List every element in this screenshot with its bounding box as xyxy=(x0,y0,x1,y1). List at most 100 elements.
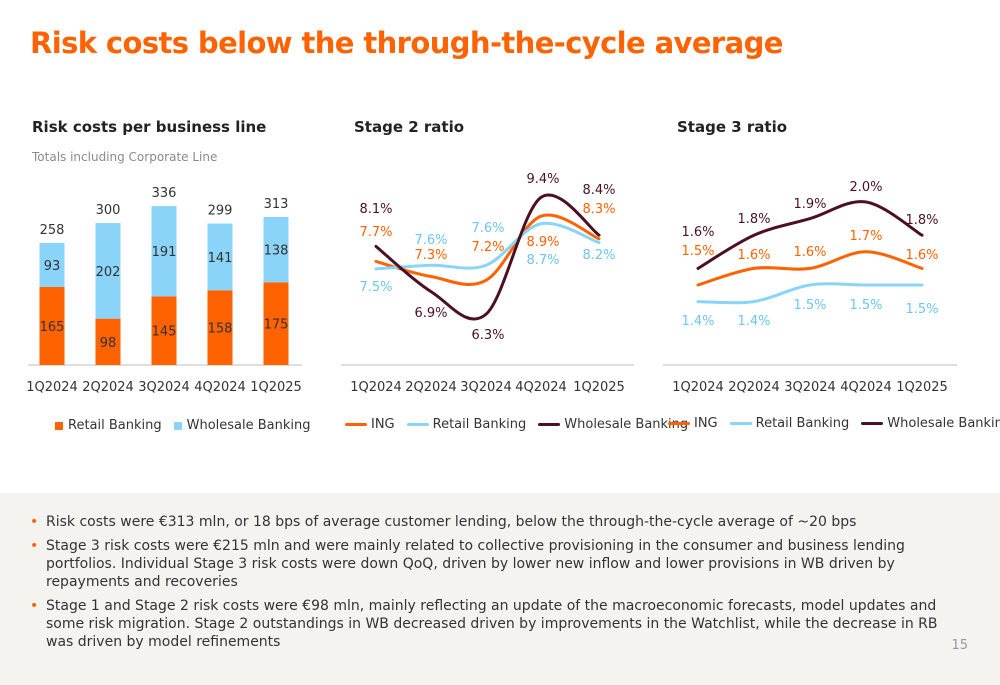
bar-label-wholesale: 202 xyxy=(96,265,121,280)
legend-wholesale-swatch xyxy=(173,421,182,430)
bar-label-retail: 175 xyxy=(264,318,289,333)
x-tick-label: 2Q2024 xyxy=(82,380,134,395)
bar-total-label: 336 xyxy=(152,186,177,201)
x-tick-label: 1Q2024 xyxy=(26,380,78,395)
bar-label-wholesale: 93 xyxy=(44,259,61,274)
x-tick-label: 1Q2024 xyxy=(350,380,402,395)
data-label: 8.2% xyxy=(582,248,615,263)
summary-bullet: Risk costs were €313 mln, or 18 bps of a… xyxy=(30,513,950,531)
bar-label-wholesale: 191 xyxy=(152,245,177,260)
stage2-legend-retail-label: Retail Banking xyxy=(432,417,527,432)
bar-label-retail: 145 xyxy=(152,325,177,340)
data-label: 1.6% xyxy=(737,248,770,263)
legend-retail-banking: Retail Banking xyxy=(55,418,162,433)
data-label: 2.0% xyxy=(849,180,882,195)
stage3-ratio-chart: 1.5% 1.6% 1.6% 1.7% 1.6% 1.4% 1.4% 1.5% 1.5% 1.5%… xyxy=(663,180,957,395)
stage2-ratio-chart: 7.7% 7.3% 7.2% 8.9% 8.3% 7.5% 7.6% 7.6% 8.7% 8.2%… xyxy=(341,172,634,395)
summary-bullet: Stage 3 risk costs were €215 mln and wer… xyxy=(30,537,950,591)
data-label: 1.5% xyxy=(905,302,938,317)
x-tick-label: 2Q2024 xyxy=(405,380,457,395)
stage2-legend-retail: Retail Banking xyxy=(406,417,527,432)
x-tick-label: 4Q2024 xyxy=(515,380,567,395)
bar-total-label: 258 xyxy=(40,223,65,238)
bar-wholesale-banking xyxy=(95,223,121,319)
data-label: 1.7% xyxy=(849,229,882,244)
page-number: 15 xyxy=(951,638,968,653)
stage2-legend-ing: ING xyxy=(345,417,395,432)
legend-wholesale-label: Wholesale Banking xyxy=(186,418,311,433)
data-label: 8.3% xyxy=(582,202,615,217)
bar-retail-banking xyxy=(263,282,289,365)
data-label: 1.6% xyxy=(681,225,714,240)
bar-chart-subtitle: Totals including Corporate Line xyxy=(32,150,218,164)
stage2-chart-title: Stage 2 ratio xyxy=(354,118,465,136)
data-label: 7.3% xyxy=(414,248,447,263)
bar-total-label: 299 xyxy=(208,204,233,219)
data-label: 1.4% xyxy=(737,314,770,329)
stage3-legend-wholesale-label: Wholesale Banking xyxy=(887,416,1000,431)
data-label: 9.4% xyxy=(526,172,559,187)
stage2-legend-ing-line xyxy=(345,423,367,426)
stage3-legend-ing-label: ING xyxy=(694,416,718,431)
bar-total-label: 313 xyxy=(264,197,289,212)
data-label: 7.5% xyxy=(359,280,392,295)
x-tick-label: 1Q2025 xyxy=(896,380,948,395)
stage2-legend: ING Retail Banking Wholesale Banking xyxy=(345,417,700,432)
data-label: 8.1% xyxy=(359,202,392,217)
x-tick-label: 4Q2024 xyxy=(194,380,246,395)
summary-panel: Risk costs were €313 mln, or 18 bps of a… xyxy=(0,493,1000,685)
bar-retail-banking xyxy=(95,318,121,365)
bar-retail-banking xyxy=(151,296,177,365)
bar-label-wholesale: 138 xyxy=(264,244,289,259)
series-line xyxy=(696,282,924,305)
data-label: 1.5% xyxy=(849,298,882,313)
legend-wholesale-banking: Wholesale Banking xyxy=(173,418,311,433)
data-label: 8.4% xyxy=(582,183,615,198)
stage2-legend-wholesale-line xyxy=(538,423,561,426)
summary-list: Risk costs were €313 mln, or 18 bps of a… xyxy=(30,513,950,657)
data-label: 8.7% xyxy=(526,253,559,268)
series-line xyxy=(696,250,924,287)
series-line xyxy=(374,213,601,286)
bar-wholesale-banking xyxy=(39,242,65,287)
stage3-legend-retail: Retail Banking xyxy=(729,416,850,431)
series-line xyxy=(374,193,601,321)
bar-label-retail: 158 xyxy=(208,322,233,337)
bar-retail-banking xyxy=(207,290,233,365)
stage3-legend-retail-label: Retail Banking xyxy=(755,416,850,431)
stage2-legend-ing-label: ING xyxy=(371,417,395,432)
series-line xyxy=(374,221,601,271)
stage3-legend-retail-line xyxy=(729,422,752,425)
data-label: 1.6% xyxy=(793,245,826,260)
risk-costs-bar-chart: 165 93 258 1Q2024 98 202 300 2Q2024 145 191 336 3Q2… xyxy=(26,186,302,395)
bar-label-retail: 98 xyxy=(100,336,117,351)
data-label: 1.9% xyxy=(793,197,826,212)
data-label: 6.3% xyxy=(471,328,504,343)
stage3-legend-wholesale-line xyxy=(861,422,884,425)
series-line xyxy=(696,200,924,270)
page-title: Risk costs below the through-the-cycle a… xyxy=(30,26,783,60)
stage3-legend-ing-line xyxy=(668,422,690,425)
data-label: 1.5% xyxy=(681,244,714,259)
stage3-chart-title: Stage 3 ratio xyxy=(677,118,788,136)
stage2-legend-wholesale: Wholesale Banking xyxy=(538,417,688,432)
stage2-legend-wholesale-label: Wholesale Banking xyxy=(564,417,689,432)
x-tick-label: 1Q2025 xyxy=(250,380,302,395)
data-label: 1.8% xyxy=(905,213,938,228)
x-tick-label: 3Q2024 xyxy=(784,380,836,395)
x-tick-label: 1Q2025 xyxy=(573,380,625,395)
bar-chart-legend: Retail Banking Wholesale Banking xyxy=(55,418,323,433)
x-tick-label: 4Q2024 xyxy=(840,380,892,395)
data-label: 7.7% xyxy=(359,225,392,240)
stage2-legend-retail-line xyxy=(406,423,429,426)
stage3-legend: ING Retail Banking Wholesale Banking xyxy=(668,416,1000,431)
bar-retail-banking xyxy=(39,286,65,365)
legend-retail-label: Retail Banking xyxy=(68,418,162,433)
data-label: 6.9% xyxy=(414,306,447,321)
data-label: 1.8% xyxy=(737,212,770,227)
data-label: 1.6% xyxy=(905,248,938,263)
x-tick-label: 3Q2024 xyxy=(460,380,512,395)
x-tick-label: 2Q2024 xyxy=(728,380,780,395)
x-tick-label: 1Q2024 xyxy=(672,380,724,395)
bar-chart-title: Risk costs per business line xyxy=(32,118,267,136)
